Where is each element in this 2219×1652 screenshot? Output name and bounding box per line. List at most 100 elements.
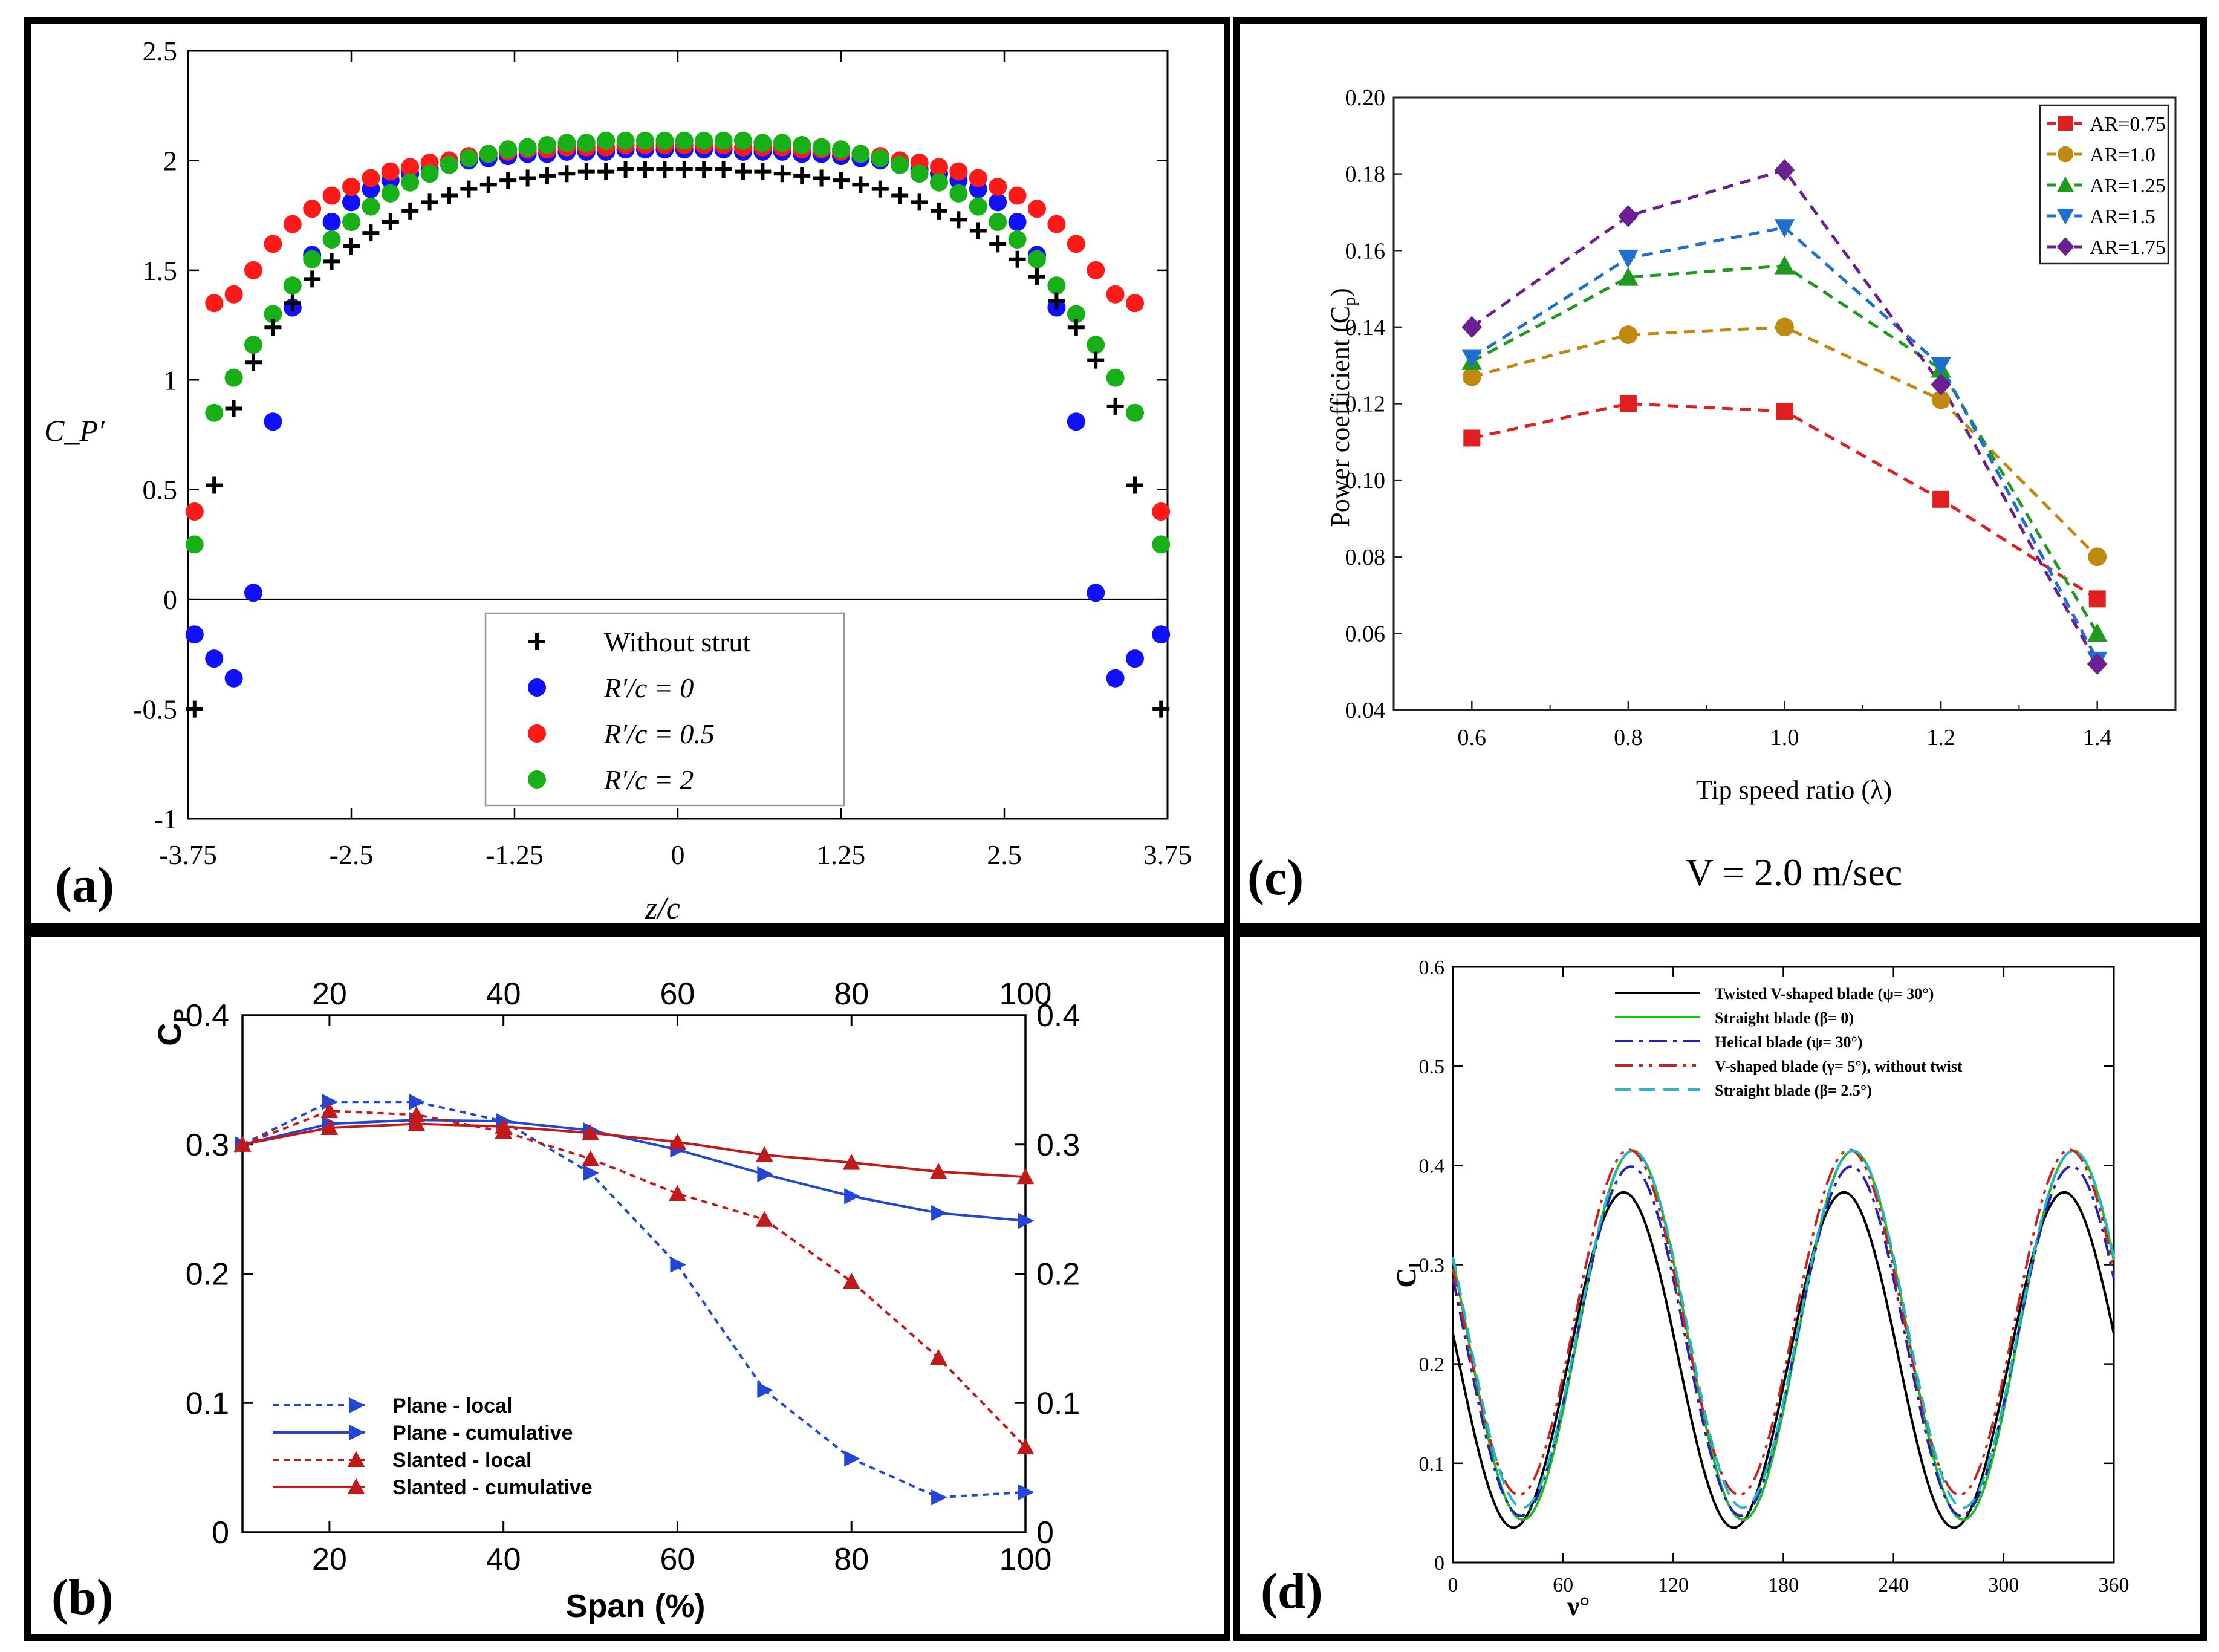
- legend-label-c: AR=1.5: [2090, 206, 2156, 228]
- plus-marker: [911, 193, 928, 211]
- circle-marker: [1106, 285, 1125, 304]
- circle-marker: [283, 215, 302, 233]
- plus-marker: [284, 294, 301, 312]
- x-tick-label-d: 240: [1878, 1574, 1909, 1596]
- plot-frame-b: [241, 1014, 1027, 1533]
- circle-marker: [753, 134, 772, 152]
- y-tick-label-a: 1: [163, 365, 177, 395]
- circle-marker: [969, 197, 987, 216]
- y-tick-label-right-b: 0.2: [1036, 1257, 1080, 1292]
- x-axis-label-d: ν°: [1567, 1592, 1590, 1621]
- data-marker-c: [1618, 249, 1639, 268]
- circle-marker: [479, 145, 498, 163]
- x-tick-label-c: 0.6: [1458, 725, 1487, 750]
- plus-marker: [969, 222, 987, 239]
- data-marker-c: [1774, 219, 1795, 238]
- circle-marker: [185, 535, 204, 554]
- x-tick-label-b: 20: [312, 1542, 347, 1577]
- x-tick-label-a: -1.25: [486, 839, 544, 870]
- legend-label-c: AR=1.25: [2090, 175, 2166, 197]
- legend-marker-c: [2056, 237, 2074, 256]
- data-marker-c: [1461, 349, 1483, 368]
- x-tick-label-top-b: 40: [486, 977, 521, 1012]
- plus-marker: [499, 172, 517, 189]
- y-tick-label-d: 0.6: [1419, 957, 1445, 979]
- circle-marker: [891, 155, 909, 174]
- y-tick-label-a: 0: [163, 584, 177, 615]
- x-tick-label-a: -3.75: [159, 839, 217, 870]
- circle-marker: [616, 131, 635, 150]
- plus-marker: [852, 176, 869, 193]
- data-marker-b: [842, 1272, 860, 1289]
- circle-marker: [714, 131, 733, 150]
- circle-marker: [420, 164, 439, 183]
- x-tick-label-b: 60: [660, 1542, 695, 1577]
- plus-marker: [715, 160, 732, 178]
- data-marker-c: [1461, 316, 1483, 339]
- plus-marker: [1152, 700, 1170, 718]
- data-marker-b: [1016, 1438, 1035, 1454]
- y-tick-label-a: -0.5: [133, 694, 177, 725]
- legend-marker-c: [2056, 209, 2074, 225]
- y-tick-label-d: 0.1: [1419, 1453, 1445, 1475]
- circle-marker: [205, 649, 224, 668]
- legend-marker-b: [347, 1451, 365, 1467]
- data-marker-b: [408, 1106, 426, 1122]
- circle-marker: [518, 138, 537, 157]
- x-tick-label-c: 1.0: [1770, 725, 1799, 750]
- series-curve-d: [1452, 1149, 2115, 1509]
- series-line-b: [242, 1101, 1026, 1499]
- y-tick-label-c: 0.20: [1345, 85, 1386, 111]
- y-axis-label-c: Power coefficient (Cp): [1325, 288, 1359, 527]
- legend-label-b: Plane - cumulative: [392, 1422, 573, 1445]
- y-tick-label-c: 0.06: [1345, 621, 1386, 646]
- circle-marker: [989, 213, 1007, 232]
- x-axis-label-a: z/c: [645, 891, 680, 923]
- legend-label-b: Slanted - local: [392, 1449, 532, 1472]
- legend-marker-c: [2057, 146, 2074, 163]
- circle-marker: [224, 368, 243, 387]
- series-line-c: [1471, 325, 2099, 558]
- legend-marker-circle: [528, 724, 546, 743]
- circle-marker: [224, 285, 243, 304]
- circle-marker: [1008, 213, 1027, 232]
- data-marker-b: [670, 1257, 686, 1273]
- circle-marker: [264, 235, 282, 253]
- circle-marker: [185, 502, 204, 521]
- circle-marker: [1028, 250, 1046, 268]
- circle-marker: [655, 131, 674, 150]
- plus-marker: [989, 235, 1007, 253]
- chart-a: -3.75 -2.5 -1.25 0 1.25 2.5 3.75 -1 -0.5 0 0.5 1 1.5…: [44, 36, 1192, 923]
- y-tick-label-b: 0.1: [186, 1386, 229, 1421]
- circle-marker: [460, 149, 478, 167]
- y-tick-label-c: 0.08: [1345, 545, 1386, 570]
- plus-marker: [539, 167, 556, 184]
- plus-marker: [950, 211, 967, 229]
- data-marker-b: [931, 1489, 947, 1506]
- x-tick-label-b: 40: [486, 1542, 521, 1577]
- legend-marker-circle: [528, 770, 546, 789]
- y-axis-label-d: Cl: [1391, 1263, 1426, 1288]
- y-tick-label-a: -1: [154, 804, 177, 834]
- data-marker-b: [844, 1188, 860, 1205]
- series-curve-d: [1452, 1149, 2115, 1521]
- legend-marker-c: [2056, 176, 2074, 192]
- circle-marker: [871, 149, 889, 167]
- data-marker-b: [669, 1185, 686, 1201]
- data-marker-c: [2087, 623, 2108, 642]
- legend-label-a: R′/c = 0: [603, 672, 694, 703]
- plus-marker: [323, 253, 340, 270]
- circle-marker: [205, 294, 224, 313]
- circle-marker: [1008, 186, 1027, 205]
- x-tick-label-a: 0: [671, 839, 685, 870]
- circle-marker: [1008, 230, 1027, 249]
- data-marker-c: [1618, 267, 1639, 286]
- x-tick-label-d: 360: [2099, 1574, 2130, 1596]
- y-tick-label-d: 0.3: [1419, 1255, 1445, 1277]
- data-marker-b: [757, 1382, 773, 1399]
- circle-marker: [303, 200, 322, 218]
- data-marker-b: [322, 1094, 339, 1110]
- plus-marker: [460, 180, 478, 198]
- plus-marker: [186, 700, 203, 718]
